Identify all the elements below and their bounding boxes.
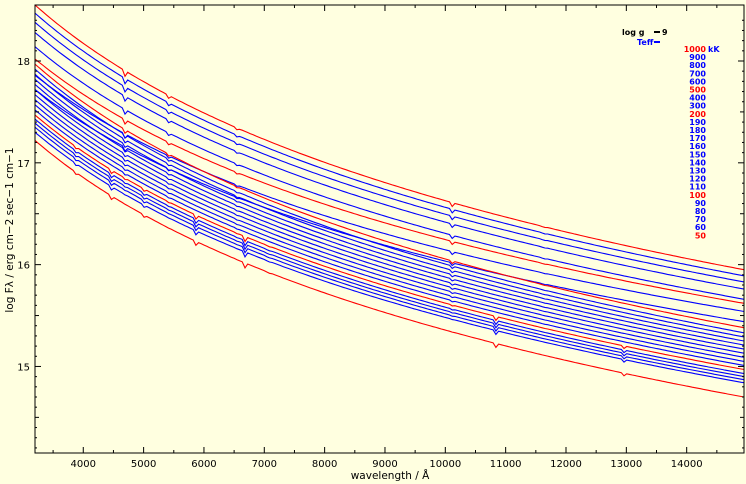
series-line-120 xyxy=(34,104,745,362)
series-line-180 xyxy=(34,73,745,338)
series-layer xyxy=(34,4,745,398)
series-line-60 xyxy=(34,131,745,384)
x-tick-label-10000: 10000 xyxy=(429,459,461,470)
legend-entry-200: 200 xyxy=(689,110,706,119)
tick-layer: 4000 5000 6000 7000 8000 9000 10000 11000 12000 1… xyxy=(17,5,744,470)
legend-entry-600: 600 xyxy=(689,77,706,86)
legend-entry-900: 900 xyxy=(689,53,706,62)
series-line-50 xyxy=(34,139,745,398)
legend-entry-50: 50 xyxy=(695,231,707,240)
series-line-500 xyxy=(34,58,745,304)
legend-entry-110: 110 xyxy=(689,183,706,192)
x-tick-label-13000: 13000 xyxy=(610,459,642,470)
series-line-80 xyxy=(34,122,745,378)
series-line-400 xyxy=(34,74,745,313)
series-line-160 xyxy=(34,83,745,346)
legend: log g 9 Teff kK 100090080070060050040030… xyxy=(622,28,720,240)
legend-entry-130: 130 xyxy=(689,167,706,176)
legend-entry-800: 800 xyxy=(689,61,706,70)
x-tick-label-14000: 14000 xyxy=(671,459,703,470)
series-line-70 xyxy=(34,126,745,381)
series-line-900 xyxy=(34,12,745,277)
x-tick-label-4000: 4000 xyxy=(71,459,96,470)
legend-entry-180: 180 xyxy=(689,126,706,135)
y-tick-label-18: 18 xyxy=(17,57,30,68)
x-tick-label-11000: 11000 xyxy=(490,459,522,470)
series-line-100 xyxy=(34,114,745,371)
legend-entry-300: 300 xyxy=(689,102,706,111)
legend-entry-140: 140 xyxy=(689,158,706,167)
legend-logg-value: 9 xyxy=(662,28,668,37)
legend-logg-label: log g xyxy=(622,28,645,37)
x-tick-label-7000: 7000 xyxy=(252,459,277,470)
legend-entry-120: 120 xyxy=(689,175,706,184)
series-line-200 xyxy=(34,63,745,329)
y-tick-label-17: 17 xyxy=(17,159,30,170)
x-tick-label-6000: 6000 xyxy=(191,459,216,470)
legend-entry-70: 70 xyxy=(695,215,707,224)
legend-entry-80: 80 xyxy=(695,207,707,216)
series-line-1000 xyxy=(34,4,745,271)
series-line-700 xyxy=(34,32,745,290)
series-line-110 xyxy=(34,109,745,366)
series-line-300 xyxy=(34,89,745,323)
series-line-170 xyxy=(34,78,745,342)
series-line-600 xyxy=(34,46,745,300)
series-line-90 xyxy=(34,118,745,375)
legend-entry-160: 160 xyxy=(689,142,706,151)
y-tick-label-16: 16 xyxy=(17,261,30,272)
legend-entry-60: 60 xyxy=(695,223,707,232)
legend-entry-700: 700 xyxy=(689,69,706,78)
legend-unit: kK xyxy=(708,45,720,54)
x-tick-label-9000: 9000 xyxy=(372,459,397,470)
y-tick-label-15: 15 xyxy=(17,362,30,373)
series-line-130 xyxy=(34,99,745,358)
series-line-190 xyxy=(34,68,745,334)
legend-entry-400: 400 xyxy=(689,94,706,103)
x-tick-label-12000: 12000 xyxy=(550,459,582,470)
series-line-800 xyxy=(34,21,745,283)
legend-entry-100: 100 xyxy=(689,191,706,200)
legend-teff-label: Teff xyxy=(637,38,654,47)
legend-entry-500: 500 xyxy=(689,86,706,95)
x-tick-label-8000: 8000 xyxy=(312,459,337,470)
plot-frame xyxy=(34,4,745,454)
series-line-150 xyxy=(34,89,745,350)
series-line-140 xyxy=(34,94,745,354)
legend-entry-170: 170 xyxy=(689,134,706,143)
legend-entry-190: 190 xyxy=(689,118,706,127)
x-tick-label-5000: 5000 xyxy=(131,459,156,470)
legend-entry-1000: 1000 xyxy=(684,45,707,54)
x-axis-label: wavelength / Å xyxy=(351,469,430,482)
legend-entry-90: 90 xyxy=(695,199,707,208)
legend-entry-150: 150 xyxy=(689,150,706,159)
y-axis-label: log Fλ / erg cm−2 sec−1 cm−1 xyxy=(4,147,16,312)
